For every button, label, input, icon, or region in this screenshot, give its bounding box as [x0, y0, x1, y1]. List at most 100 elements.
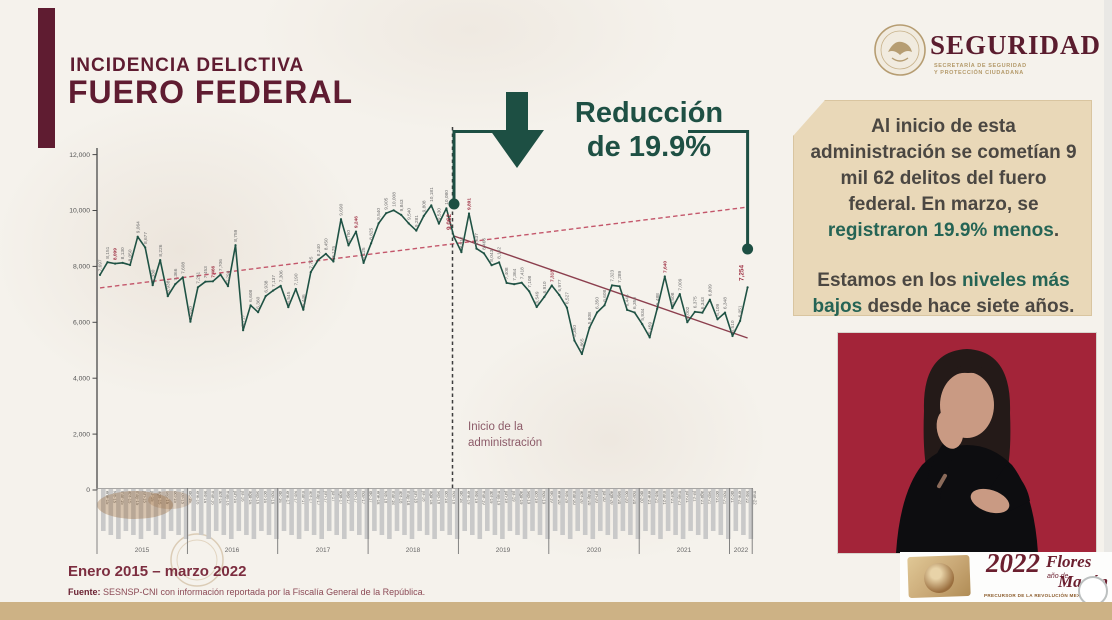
svg-text:ago-16: ago-16 — [248, 491, 253, 505]
date-range-label: Enero 2015 – marzo 2022 — [68, 563, 247, 580]
svg-text:6,348: 6,348 — [723, 297, 729, 309]
svg-text:8,466: 8,466 — [482, 238, 488, 250]
svg-text:ene-19: ene-19 — [466, 491, 471, 505]
svg-text:8,450: 8,450 — [324, 238, 330, 250]
eagle-seal-icon — [874, 24, 926, 76]
svg-text:7,795: 7,795 — [308, 256, 314, 268]
svg-text:jun-18: jun-18 — [414, 490, 419, 504]
svg-text:8,000: 8,000 — [73, 264, 90, 271]
svg-text:7,364: 7,364 — [512, 268, 518, 280]
svg-text:jul-19: jul-19 — [512, 490, 517, 502]
svg-text:2022: 2022 — [734, 547, 749, 554]
svg-text:8,240: 8,240 — [316, 244, 322, 256]
svg-text:7,306: 7,306 — [278, 270, 284, 282]
svg-text:nov-15: nov-15 — [180, 491, 185, 505]
svg-text:sep-20: sep-20 — [617, 491, 622, 505]
info-card-text: Al inicio de esta administración se come… — [810, 116, 1077, 317]
svg-text:dic-18: dic-18 — [459, 491, 464, 503]
seguridad-wordmark: SEGURIDAD — [930, 30, 1102, 60]
svg-text:dic-17: dic-17 — [369, 491, 374, 503]
svg-text:ago-17: ago-17 — [338, 491, 343, 505]
svg-text:9,891: 9,891 — [467, 198, 473, 210]
svg-text:mar-22: mar-22 — [753, 491, 758, 505]
svg-text:jul-15: jul-15 — [150, 490, 155, 502]
svg-text:2015: 2015 — [135, 547, 150, 554]
svg-text:6,809: 6,809 — [708, 284, 714, 296]
svg-text:may-17: may-17 — [316, 491, 321, 506]
svg-text:mar-16: mar-16 — [210, 491, 215, 505]
flores-magon-portrait — [907, 554, 971, 599]
svg-text:6,360: 6,360 — [256, 296, 262, 308]
svg-text:6,549: 6,549 — [534, 291, 540, 303]
svg-text:6,000: 6,000 — [73, 320, 90, 327]
svg-text:8,151: 8,151 — [105, 246, 111, 258]
seguridad-logo: SEGURIDAD SECRETARÍA DE SEGURIDAD Y PROT… — [872, 22, 1102, 94]
svg-text:ago-20: ago-20 — [610, 491, 615, 505]
svg-text:5,717: 5,717 — [241, 314, 247, 326]
svg-text:6,446: 6,446 — [301, 294, 307, 306]
svg-text:jul-18: jul-18 — [421, 490, 426, 502]
svg-text:10,000: 10,000 — [69, 208, 90, 215]
svg-text:8,759: 8,759 — [233, 229, 239, 241]
svg-text:abr-19: abr-19 — [489, 491, 494, 504]
svg-text:feb-20: feb-20 — [564, 491, 569, 504]
svg-text:sep-21: sep-21 — [707, 491, 712, 505]
svg-text:2019: 2019 — [496, 547, 511, 554]
svg-text:dic-16: dic-16 — [278, 491, 283, 503]
svg-text:8,750: 8,750 — [346, 230, 352, 242]
svg-text:8,130: 8,130 — [120, 247, 126, 259]
svg-text:jul-17: jul-17 — [331, 490, 336, 502]
svg-text:8,099: 8,099 — [113, 248, 119, 260]
svg-text:jun-21: jun-21 — [685, 490, 690, 504]
svg-text:6,343: 6,343 — [700, 297, 706, 309]
svg-text:feb-15: feb-15 — [113, 491, 118, 504]
svg-text:abr-16: abr-16 — [218, 491, 223, 504]
footer-bar — [0, 602, 1112, 620]
svg-text:ene-20: ene-20 — [557, 491, 562, 505]
interpreter-illustration — [838, 333, 1096, 553]
svg-text:7,190: 7,190 — [293, 273, 299, 285]
svg-text:4,865: 4,865 — [580, 338, 586, 350]
svg-text:6,977: 6,977 — [557, 279, 563, 291]
svg-text:ene-15: ene-15 — [105, 491, 110, 505]
svg-text:abr-17: abr-17 — [308, 491, 313, 504]
svg-text:2018: 2018 — [406, 547, 421, 554]
summary-card: Al inicio de esta administración se come… — [793, 100, 1092, 316]
logo-year: 2022 — [986, 548, 1040, 578]
svg-text:6,002: 6,002 — [685, 306, 691, 318]
svg-text:oct-16: oct-16 — [263, 491, 268, 504]
svg-text:oct-20: oct-20 — [625, 491, 630, 504]
svg-text:feb-21: feb-21 — [655, 491, 660, 504]
source-label: Fuente: — [68, 587, 101, 597]
svg-text:8,050: 8,050 — [128, 249, 134, 261]
svg-text:6,350: 6,350 — [632, 297, 638, 309]
svg-text:mar-20: mar-20 — [572, 491, 577, 505]
svg-text:8,512: 8,512 — [459, 236, 465, 248]
svg-text:sep-16: sep-16 — [256, 491, 261, 505]
svg-text:oct-19: oct-19 — [534, 491, 539, 504]
svg-text:8,226: 8,226 — [158, 244, 164, 256]
svg-text:ene-18: ene-18 — [376, 491, 381, 505]
svg-text:may-19: may-19 — [497, 491, 502, 506]
svg-text:abr-15: abr-15 — [128, 491, 133, 504]
svg-text:7,640: 7,640 — [662, 261, 668, 273]
svg-text:7,706: 7,706 — [218, 259, 224, 271]
svg-text:6,445: 6,445 — [625, 294, 631, 306]
svg-text:9,808: 9,808 — [421, 200, 427, 212]
logo-small-text: año de — [1047, 573, 1069, 580]
svg-text:5,350: 5,350 — [572, 325, 578, 337]
svg-text:7,697: 7,697 — [98, 259, 104, 271]
svg-text:feb-16: feb-16 — [203, 491, 208, 504]
svg-text:ago-19: ago-19 — [519, 491, 524, 505]
svg-text:dic-20: dic-20 — [640, 491, 645, 503]
svg-text:8,125: 8,125 — [361, 247, 367, 259]
svg-text:7,318: 7,318 — [549, 270, 555, 282]
reduction-annotation — [488, 92, 550, 172]
svg-text:jun-19: jun-19 — [504, 490, 509, 504]
svg-text:mar-21: mar-21 — [662, 491, 667, 505]
svg-text:may-20: may-20 — [587, 491, 592, 506]
svg-text:5,808: 5,808 — [587, 312, 593, 324]
svg-text:feb-19: feb-19 — [474, 491, 479, 504]
svg-text:5,459: 5,459 — [647, 322, 653, 334]
